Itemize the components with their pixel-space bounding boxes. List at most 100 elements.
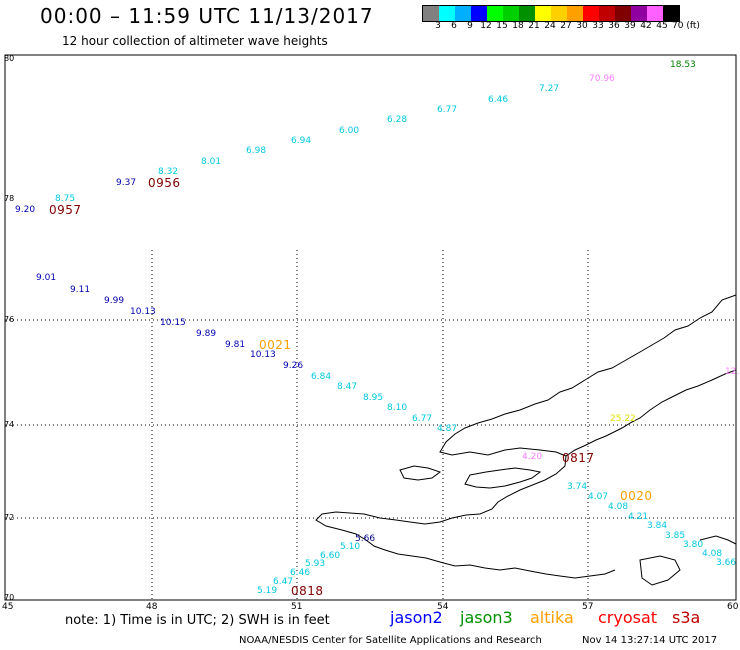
x-axis-label: 45 (2, 602, 14, 612)
wave-height-value: 10.13 (250, 350, 276, 360)
wave-height-value: 9.11 (70, 285, 91, 295)
y-axis-label: 76 (4, 315, 15, 324)
wave-height-value: 5.19 (257, 586, 278, 596)
legend-label: 6 (451, 21, 457, 31)
wave-height-value: 3.80 (683, 540, 704, 550)
legend-swatch (471, 6, 487, 21)
wave-height-value: 8.75 (55, 194, 76, 204)
wave-height-value: 12.5 (725, 367, 740, 377)
x-axis-label: 48 (146, 602, 158, 612)
wave-height-value: 6.47 (273, 577, 294, 587)
wave-height-value: 8.01 (201, 157, 222, 167)
legend-label: 42 (640, 21, 652, 31)
map-frame (4, 54, 737, 601)
legend-swatch (455, 6, 471, 21)
legend-swatch (631, 6, 647, 21)
wave-height-value: 5.93 (305, 559, 326, 569)
legend-swatch (487, 6, 503, 21)
wave-height-value: 9.89 (196, 329, 217, 339)
footer-note: note: 1) Time is in UTC; 2) SWH is in fe… (65, 613, 330, 628)
legend-swatch (615, 6, 631, 21)
y-axis-label: 80 (4, 54, 15, 63)
legend-label: 9 (467, 21, 473, 31)
pass-time-label: 0957 (49, 203, 82, 217)
legend-swatch (647, 6, 663, 21)
satellite-altika: altika (530, 608, 574, 627)
legend-label: 39 (624, 21, 636, 31)
legend-label: 30 (576, 21, 588, 31)
wave-height-value: 3.85 (665, 531, 686, 541)
wave-height-value: 6.60 (320, 551, 341, 561)
x-axis-label: 54 (437, 602, 449, 612)
legend-label: 70 (ft) (672, 21, 700, 31)
satellite-cryosat: cryosat (598, 608, 658, 627)
wave-height-value: 10.15 (160, 318, 186, 328)
legend-swatch (551, 6, 567, 21)
wave-height-value: 6.00 (339, 126, 360, 136)
x-axis-label: 57 (582, 602, 594, 612)
wave-height-value: 3.66 (716, 558, 737, 568)
wave-height-value: 18.53 (670, 60, 696, 70)
legend-label: 15 (496, 21, 508, 31)
wave-height-value: 9.26 (283, 361, 304, 371)
coastline (315, 294, 737, 586)
y-axis-label: 70 (4, 593, 15, 602)
wave-height-value: 6.46 (290, 568, 311, 578)
credit-line: NOAA/NESDIS Center for Satellite Applica… (239, 635, 542, 646)
satellite-jason2: jason2 (390, 608, 443, 627)
wave-height-value: 7.27 (539, 84, 560, 94)
wave-height-value: 8.10 (387, 403, 408, 413)
wave-height-value: 3.84 (647, 521, 668, 531)
wave-height-value: 9.20 (15, 205, 36, 215)
legend-label: 45 (656, 21, 668, 31)
legend-label: 33 (592, 21, 604, 31)
legend-label: 21 (528, 21, 540, 31)
x-axis-label: 51 (291, 602, 303, 612)
legend-label: 24 (544, 21, 556, 31)
legend-swatch (663, 6, 679, 21)
wave-height-value: 8.95 (363, 393, 384, 403)
legend-swatch (599, 6, 615, 21)
wave-height-value: 4.87 (437, 424, 458, 434)
legend-label: 12 (480, 21, 492, 31)
wave-height-value: 6.94 (291, 136, 312, 146)
pass-time-label: 0020 (620, 489, 653, 503)
wave-height-value: 10.13 (130, 307, 156, 317)
legend-swatch (423, 6, 439, 21)
wave-height-value: 9.01 (36, 273, 57, 283)
pass-time-label: 0818 (291, 584, 324, 598)
page-title: 00:00 – 11:59 UTC 11/13/2017 (40, 4, 374, 28)
legend-swatch (583, 6, 599, 21)
color-scale-legend (422, 5, 680, 22)
legend-swatch (567, 6, 583, 21)
pass-time-label: 0021 (259, 338, 292, 352)
legend-swatch (439, 6, 455, 21)
page-subtitle: 12 hour collection of altimeter wave hei… (62, 34, 328, 48)
wave-height-value: 4.08 (702, 549, 723, 559)
y-axis-label: 74 (4, 420, 15, 429)
generated-timestamp: Nov 14 13:27:14 UTC 2017 (582, 635, 718, 646)
wave-height-value: 9.81 (225, 340, 246, 350)
wave-height-value: 3.74 (567, 482, 588, 492)
legend-swatch (519, 6, 535, 21)
pass-time-label: 0956 (148, 176, 181, 190)
wave-height-value: 6.28 (387, 115, 408, 125)
wave-height-value: 4.07 (588, 492, 609, 502)
wave-height-value: 6.46 (488, 95, 509, 105)
y-axis-label: 78 (4, 194, 15, 203)
legend-label: 3 (435, 21, 441, 31)
wave-height-value: 9.37 (116, 178, 137, 188)
wave-height-value: 8.47 (337, 382, 358, 392)
satellite-jason3: jason3 (460, 608, 513, 627)
wave-height-value: 9.99 (104, 296, 125, 306)
wave-height-value: 5.66 (355, 534, 376, 544)
wave-height-value: 4.20 (522, 452, 543, 462)
wave-height-value: 70.96 (589, 74, 615, 84)
legend-swatch (503, 6, 519, 21)
wave-height-value: 25.22 (610, 414, 636, 424)
x-axis-label: 60 (727, 602, 739, 612)
wave-height-value: 4.21 (628, 512, 649, 522)
y-axis-label: 72 (4, 513, 15, 522)
wave-height-value: 5.10 (340, 542, 361, 552)
